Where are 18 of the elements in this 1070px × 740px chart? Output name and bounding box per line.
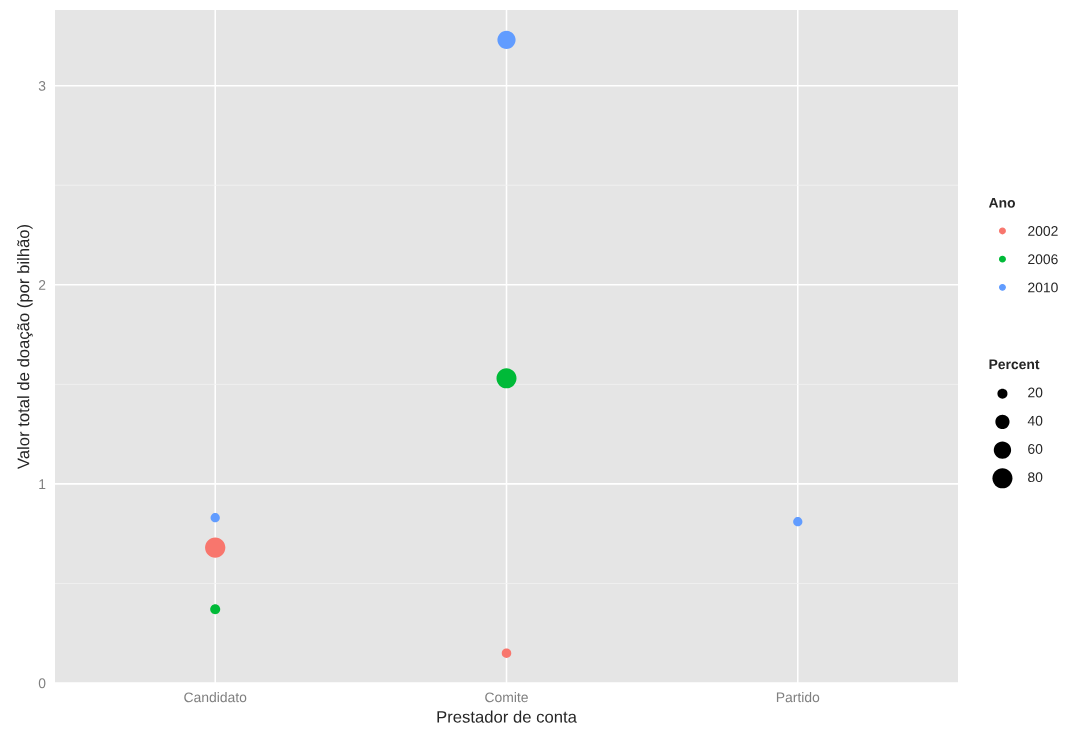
y-tick-label: 1 — [39, 479, 46, 489]
legend-label: 60 — [1028, 444, 1043, 454]
legend-label: 20 — [1028, 387, 1043, 398]
text: Ano — [988, 197, 1016, 208]
x-tick-label: Candidato — [184, 692, 247, 703]
legend-label: 80 — [1028, 472, 1043, 483]
x-tick-label: Partido — [776, 692, 820, 703]
legend-label: 2002 — [1028, 226, 1058, 236]
legend-label: 40 — [1027, 415, 1043, 426]
y-tick-label: 2 — [38, 280, 46, 290]
y-tick-label: 0 — [38, 678, 46, 689]
x-axis-title: Prestador de conta — [437, 710, 577, 723]
x-tick-label: Comite — [485, 692, 528, 703]
legend-label: 2010 — [1028, 282, 1058, 293]
text: Percent — [989, 359, 1040, 370]
y-axis-title: Valor total de doação (por bilhão) — [17, 224, 33, 470]
legend-label: 2006 — [1028, 254, 1058, 265]
y-tick-label: 3 — [38, 81, 46, 91]
